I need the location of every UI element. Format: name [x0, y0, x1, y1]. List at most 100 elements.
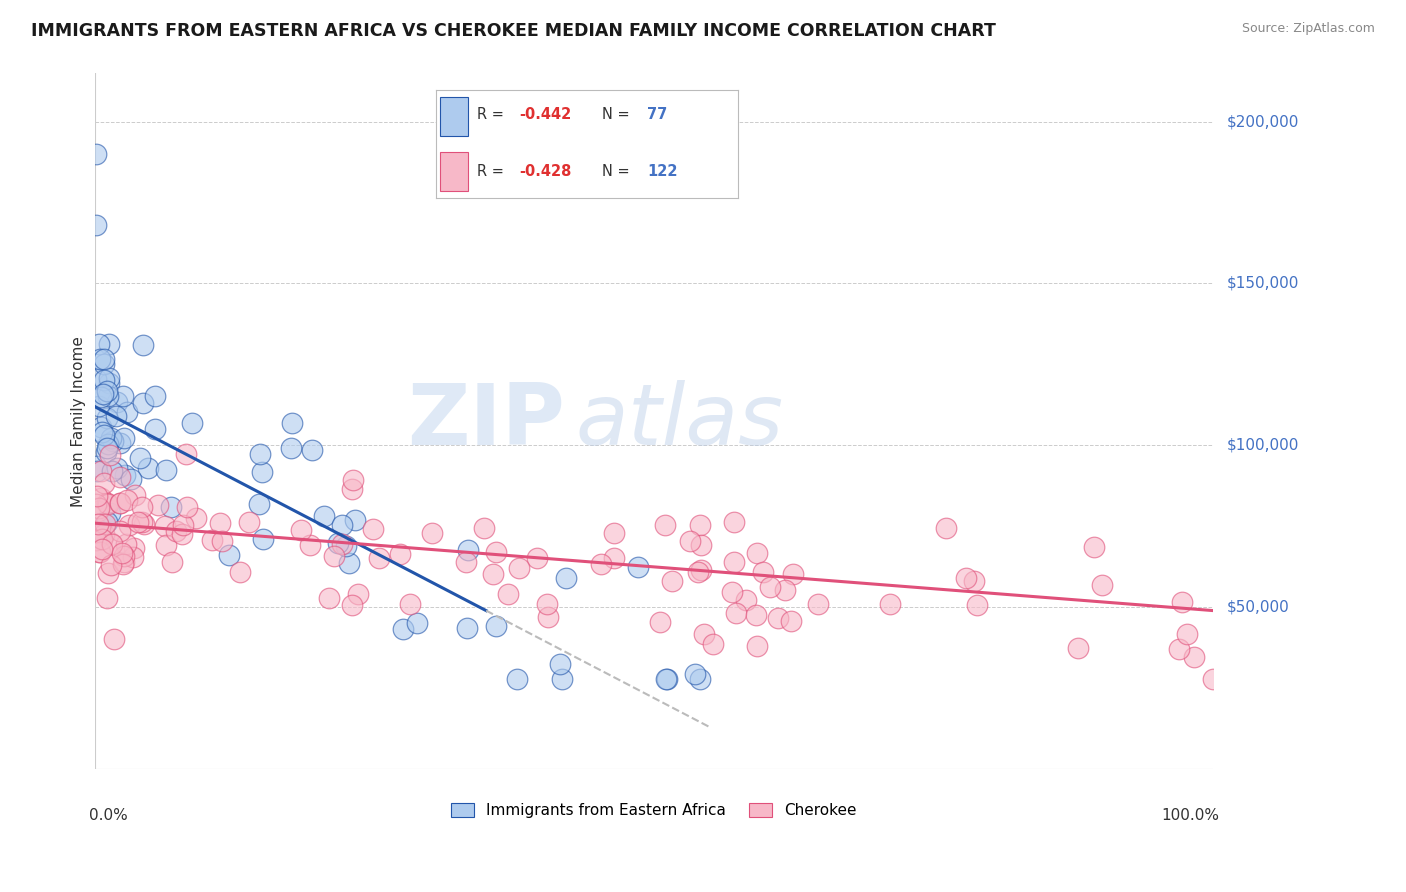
Point [229, 566, 252, 580]
Point [1182, 650, 1205, 665]
Point [91, 541, 114, 556]
Point [702, 637, 724, 651]
Point [97, 337, 120, 351]
Point [115, 492, 138, 507]
Point [84, 218, 107, 232]
Point [93, 352, 115, 367]
Point [392, 622, 415, 636]
Text: $100,000: $100,000 [1227, 438, 1299, 453]
Point [97, 437, 120, 451]
Point [91, 425, 114, 439]
Point [773, 583, 796, 598]
Point [398, 597, 420, 611]
Point [91, 533, 114, 547]
Text: $200,000: $200,000 [1227, 114, 1299, 129]
Point [720, 584, 742, 599]
Point [693, 627, 716, 641]
Text: Source: ZipAtlas.com: Source: ZipAtlas.com [1241, 22, 1375, 36]
Point [89, 399, 111, 413]
Point [110, 436, 132, 450]
Point [90, 491, 112, 505]
Point [86, 516, 108, 531]
Point [318, 591, 340, 605]
Point [955, 571, 977, 585]
Point [96, 411, 118, 425]
Point [482, 566, 505, 581]
Point [322, 549, 344, 564]
Point [249, 446, 271, 460]
Point [122, 541, 145, 555]
Point [96, 442, 118, 456]
Point [114, 549, 136, 563]
Point [100, 431, 122, 445]
Text: ZIP: ZIP [406, 380, 564, 463]
Point [84, 533, 107, 547]
Point [280, 441, 302, 455]
Point [962, 574, 984, 588]
Point [170, 527, 193, 541]
Text: $50,000: $50,000 [1227, 599, 1289, 615]
Point [143, 422, 166, 436]
Point [361, 522, 384, 536]
Point [105, 409, 128, 424]
Point [132, 396, 155, 410]
Point [201, 533, 224, 547]
Point [124, 487, 146, 501]
Text: 100.0%: 100.0% [1161, 807, 1219, 822]
Point [131, 515, 153, 529]
Point [342, 482, 364, 496]
Point [132, 517, 155, 532]
Point [111, 557, 134, 571]
Point [96, 384, 118, 398]
Point [153, 518, 176, 533]
Point [456, 621, 478, 635]
Point [108, 524, 131, 538]
Point [208, 516, 231, 530]
Point [456, 555, 478, 569]
Point [90, 420, 112, 434]
Point [752, 565, 775, 579]
Point [807, 597, 830, 611]
Point [312, 509, 335, 524]
Point [298, 538, 321, 552]
Point [723, 555, 745, 569]
Point [98, 448, 121, 462]
Point [330, 537, 353, 551]
Point [93, 527, 115, 541]
Text: 0.0%: 0.0% [89, 807, 128, 822]
Point [689, 518, 711, 533]
Point [548, 657, 571, 671]
Point [98, 371, 121, 385]
Point [343, 513, 366, 527]
Point [301, 443, 323, 458]
Point [86, 489, 108, 503]
Point [138, 461, 160, 475]
Text: atlas: atlas [575, 380, 783, 463]
Point [496, 586, 519, 600]
Point [745, 607, 768, 622]
Point [101, 434, 124, 448]
Point [1083, 541, 1105, 555]
Point [105, 461, 128, 475]
Point [603, 526, 626, 541]
Point [250, 465, 273, 479]
Point [1067, 640, 1090, 655]
Point [112, 555, 135, 569]
Point [103, 632, 125, 646]
Point [526, 551, 548, 566]
Point [100, 558, 122, 572]
Point [143, 389, 166, 403]
Point [603, 550, 626, 565]
Point [86, 464, 108, 478]
Point [118, 517, 141, 532]
Point [114, 467, 136, 482]
Point [100, 464, 122, 478]
Point [330, 517, 353, 532]
Text: $150,000: $150,000 [1227, 276, 1299, 291]
Point [111, 546, 134, 560]
Point [155, 462, 177, 476]
Point [725, 606, 748, 620]
Point [97, 496, 120, 510]
Point [174, 447, 197, 461]
Point [723, 515, 745, 529]
